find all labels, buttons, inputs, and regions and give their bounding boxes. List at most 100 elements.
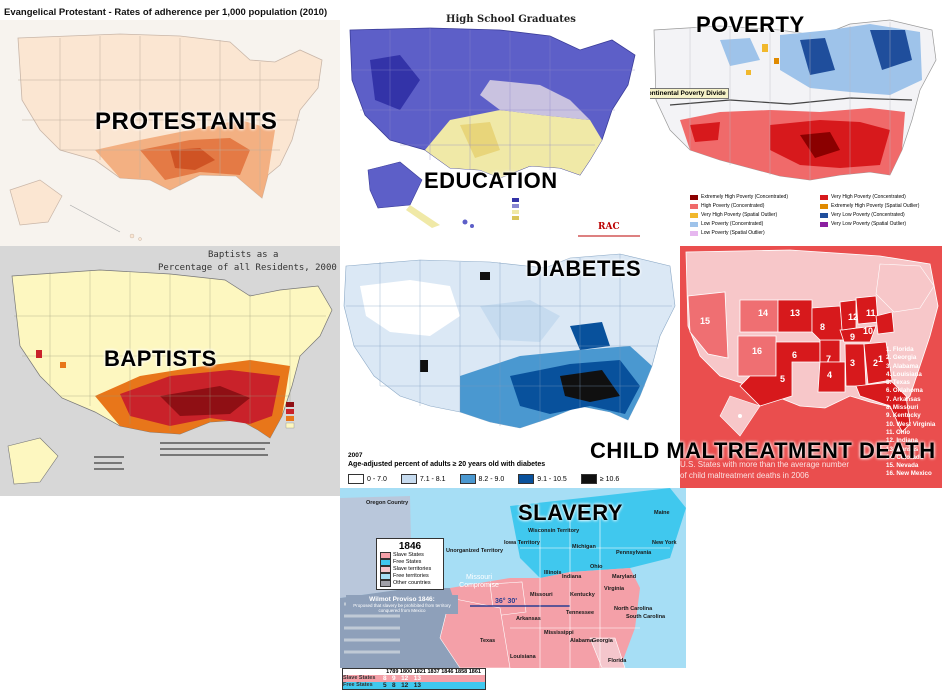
maltreatment-state-item: 15. Nevada bbox=[886, 462, 919, 470]
legend-label: Very High Poverty (Concentrated) bbox=[831, 194, 906, 200]
legend-swatch bbox=[459, 474, 476, 484]
maltreatment-label: CHILD MALTREATMENT DEATH bbox=[590, 438, 936, 463]
diabetes-map bbox=[343, 253, 676, 429]
maltreatment-state-item: 12. Indiana bbox=[886, 437, 918, 445]
region-label: Iowa Territory bbox=[504, 540, 540, 546]
region-label: Unorganized Territory bbox=[446, 548, 504, 554]
diabetes-legend-item: 9.1 - 10.5 bbox=[518, 474, 567, 484]
slave-states-row-values: 8 9 12 13 bbox=[383, 675, 421, 682]
rank-number: 13 bbox=[790, 308, 801, 318]
compromise-line-label: 36° 30' bbox=[495, 598, 517, 605]
diabetes-year: 2007 bbox=[348, 452, 363, 459]
poverty-map-panel: POVERTY Continental Poverty Divide Extre… bbox=[650, 0, 942, 246]
legend-swatch bbox=[380, 566, 391, 573]
education-map-panel: High School Graduates EDUCATION RAC bbox=[340, 0, 650, 246]
region-label: Arkansas bbox=[516, 616, 541, 622]
diabetes-legend-item: ≥ 10.6 bbox=[580, 474, 619, 484]
diabetes-legend-item: 0 - 7.0 bbox=[348, 474, 387, 484]
education-map-title: High School Graduates bbox=[446, 14, 576, 25]
legend-swatch bbox=[820, 204, 828, 209]
legend-swatch bbox=[380, 580, 391, 587]
legend-swatch bbox=[690, 204, 698, 209]
legend-label: Slave States bbox=[393, 552, 424, 558]
legend-swatch bbox=[690, 213, 698, 218]
slave-states-row-label: Slave States bbox=[343, 675, 376, 681]
slavery-legend-item: Slave territories bbox=[380, 566, 440, 573]
legend-label: Free territories bbox=[393, 573, 429, 579]
rank-number: 9 bbox=[850, 332, 856, 342]
slavery-legend-year: 1846 bbox=[398, 541, 422, 552]
maltreatment-state-item: 13. Kansas bbox=[886, 445, 919, 453]
region-label: Virginia bbox=[604, 586, 625, 592]
protestants-map bbox=[0, 20, 340, 246]
legend-swatch bbox=[380, 559, 391, 566]
slavery-legend-item: Free territories bbox=[380, 573, 440, 580]
legend-label: Free States bbox=[393, 559, 422, 565]
rank-number: 1 bbox=[878, 354, 884, 364]
rac-logo: RAC bbox=[598, 222, 620, 232]
maltreatment-state-item: 1. Florida bbox=[886, 346, 914, 353]
maltreatment-state-item: 14. Colorado bbox=[886, 453, 924, 461]
maltreatment-caption-line2: of child maltreatment deaths in 2006 bbox=[680, 471, 809, 480]
poverty-legend-item: Extremely High Poverty (Spatial Outlier) bbox=[820, 203, 935, 210]
diabetes-legend: 0 - 7.0 7.1 - 8.1 8.2 - 9.0 9.1 - 10.5 ≥ 10.… bbox=[348, 474, 619, 484]
poverty-label: POVERTY bbox=[696, 12, 805, 37]
legend-label: 0 - 7.0 bbox=[367, 475, 387, 483]
diabetes-label: DIABETES bbox=[526, 256, 642, 281]
region-label: Texas bbox=[480, 638, 496, 644]
region-label: Maryland bbox=[612, 574, 637, 580]
region-label: Alabama bbox=[570, 638, 593, 644]
maltreatment-state-item: 10. West Virginia bbox=[886, 420, 936, 428]
legend-swatch bbox=[820, 213, 828, 218]
region-label: Louisiana bbox=[510, 654, 536, 660]
rank-number: 2 bbox=[873, 358, 879, 368]
poverty-map bbox=[653, 19, 937, 181]
poverty-legend-item: Very High Poverty (Concentrated) bbox=[820, 194, 935, 201]
rank-number: 7 bbox=[826, 354, 832, 364]
slavery-region-labels: Oregon Country Unorganized Territory Iowa … bbox=[340, 488, 686, 668]
rank-number: 6 bbox=[792, 350, 798, 360]
legend-swatch bbox=[690, 195, 698, 200]
region-label: New York bbox=[652, 540, 677, 546]
slavery-legend-item: Free States bbox=[380, 559, 440, 566]
maltreatment-state-item: 7. Arkansas bbox=[886, 395, 921, 403]
maltreatment-map-panel: 1 2 3 4 5 6 7 8 9 10 11 12 13 14 15 16 1. Florida 2. Geo… bbox=[680, 246, 942, 488]
slavery-legend-item: Other countries bbox=[380, 580, 440, 587]
legend-label: Extremely High Poverty (Spatial Outlier) bbox=[831, 203, 920, 209]
maltreatment-state-item: 11. Ohio bbox=[886, 428, 911, 436]
rank-number: 3 bbox=[850, 358, 856, 368]
region-label: Michigan bbox=[572, 544, 596, 550]
education-map bbox=[349, 27, 640, 237]
rank-number: 16 bbox=[752, 346, 763, 356]
legend-swatch bbox=[820, 195, 828, 200]
protestants-label: PROTESTANTS bbox=[95, 108, 278, 135]
poverty-legend-item: Low Poverty (Concentrated) bbox=[690, 221, 820, 228]
region-label: Tennessee bbox=[566, 610, 595, 616]
baptists-title-line2: Percentage of all Residents, 2000 bbox=[158, 263, 337, 273]
region-label: Wisconsin Territory bbox=[528, 528, 580, 534]
region-label: Oregon Country bbox=[366, 500, 409, 506]
poverty-legend-item: Very High Poverty (Spatial Outlier) bbox=[690, 212, 820, 219]
maltreatment-state-item: 9. Kentucky bbox=[886, 412, 921, 420]
poverty-divide-callout: Continental Poverty Divide bbox=[650, 88, 729, 99]
poverty-legend-item: Low Poverty (Spatial Outlier) bbox=[690, 230, 820, 237]
region-label: Maine bbox=[654, 510, 670, 516]
wilmot-proviso-title: Wilmot Proviso 1846: bbox=[369, 596, 435, 603]
diabetes-legend-item: 8.2 - 9.0 bbox=[459, 474, 505, 484]
free-states-row-values: 5 8 12 13 bbox=[383, 682, 421, 689]
region-label: Florida bbox=[608, 658, 627, 664]
legend-label: Low Poverty (Concentrated) bbox=[701, 221, 764, 227]
legend-label: 9.1 - 10.5 bbox=[537, 475, 567, 483]
state-count-header: 1789 1800 1821 1837 1846 1858 1861 bbox=[386, 669, 481, 675]
legend-label: Low Poverty (Spatial Outlier) bbox=[701, 230, 765, 236]
region-label: Indiana bbox=[562, 574, 582, 580]
missouri-compromise-label: Missouri Compromise bbox=[459, 574, 499, 589]
baptists-map-panel: Baptists as a Percentage of all Resident… bbox=[0, 246, 340, 496]
legend-label: 7.1 - 8.1 bbox=[419, 475, 446, 483]
rank-number: 11 bbox=[866, 308, 876, 318]
poverty-legend-item: Very Low Poverty (Spatial Outlier) bbox=[820, 221, 935, 228]
rank-number: 12 bbox=[848, 312, 859, 322]
legend-swatch bbox=[690, 231, 698, 236]
region-label: South Carolina bbox=[626, 614, 666, 620]
legend-label: 8.2 - 9.0 bbox=[478, 475, 505, 483]
